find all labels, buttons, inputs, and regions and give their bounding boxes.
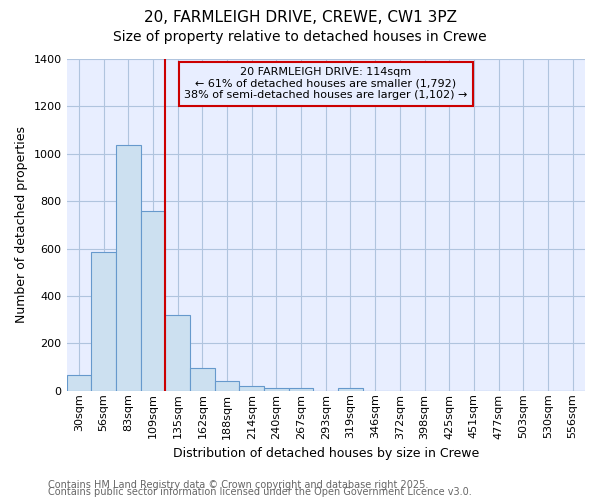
Bar bbox=[91, 252, 116, 391]
Text: Contains public sector information licensed under the Open Government Licence v3: Contains public sector information licen… bbox=[48, 487, 472, 497]
Bar bbox=[140, 210, 165, 391]
Text: Contains HM Land Registry data © Crown copyright and database right 2025.: Contains HM Land Registry data © Crown c… bbox=[48, 480, 428, 490]
X-axis label: Distribution of detached houses by size in Crewe: Distribution of detached houses by size … bbox=[173, 447, 479, 460]
Bar bbox=[190, 368, 215, 391]
Text: 20 FARMLEIGH DRIVE: 114sqm
← 61% of detached houses are smaller (1,792)
38% of s: 20 FARMLEIGH DRIVE: 114sqm ← 61% of deta… bbox=[184, 68, 467, 100]
Text: Size of property relative to detached houses in Crewe: Size of property relative to detached ho… bbox=[113, 30, 487, 44]
Text: 20, FARMLEIGH DRIVE, CREWE, CW1 3PZ: 20, FARMLEIGH DRIVE, CREWE, CW1 3PZ bbox=[143, 10, 457, 25]
Bar bbox=[165, 315, 190, 391]
Bar bbox=[239, 386, 264, 391]
Bar bbox=[116, 146, 140, 391]
Bar bbox=[215, 382, 239, 391]
Y-axis label: Number of detached properties: Number of detached properties bbox=[15, 126, 28, 324]
Bar bbox=[289, 388, 313, 391]
Bar bbox=[67, 376, 91, 391]
Bar bbox=[338, 388, 363, 391]
Bar bbox=[264, 388, 289, 391]
